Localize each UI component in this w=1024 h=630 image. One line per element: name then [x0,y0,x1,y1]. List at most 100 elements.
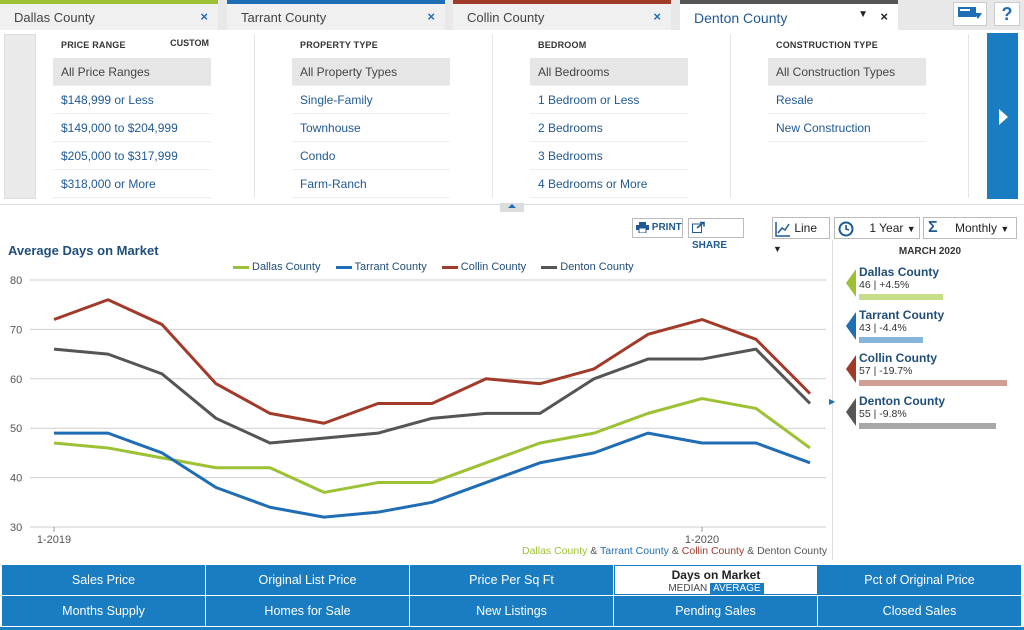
metric-price-per-sq-ft[interactable]: Price Per Sq Ft [410,565,614,595]
filter-option[interactable]: Townhouse [292,114,450,142]
filter-option[interactable]: All Bedrooms [530,58,688,86]
chevron-down-icon[interactable]: ▼ [858,9,868,20]
filter-panel: PRICE RANGE CUSTOM All Price Ranges $148… [0,30,1024,205]
triangle-left-icon [846,269,856,297]
legend-label: Tarrant County [354,261,427,273]
filter-scroll-right-button[interactable] [987,33,1018,199]
legend-label: Collin County [460,261,527,273]
panel-divider [832,240,833,560]
legend-item[interactable]: Denton County [541,261,634,273]
snapshot-dallas[interactable]: Dallas County 46 | +4.5% [846,265,1020,307]
filter-option[interactable]: Condo [292,142,450,170]
legend-item[interactable]: Collin County [441,261,527,273]
close-icon[interactable]: × [427,9,435,24]
snapshot-bar [859,337,923,343]
snapshot-collin[interactable]: Collin County 57 | -19.7% [846,351,1020,393]
print-label: PRINT [651,222,682,233]
tab-label: Denton County [694,10,788,26]
period-select[interactable]: 1 Year ▼ [834,217,920,239]
tab-denton-county[interactable]: Denton County ▼ × [680,0,898,30]
filter-option[interactable]: 4 Bedrooms or More [530,170,688,198]
stat-toggle: MEDIAN AVERAGE [615,582,817,596]
clock-icon [838,221,854,237]
custom-price-link[interactable]: CUSTOM [170,38,209,48]
metric-original-list-price[interactable]: Original List Price [206,565,410,595]
filter-option[interactable]: 1 Bedroom or Less [530,86,688,114]
close-icon[interactable]: × [653,9,661,24]
filter-option[interactable]: $318,000 or More [53,170,211,198]
x-tick-label: 1-2020 [685,534,719,546]
metric-days-on-market[interactable]: Days on Market MEDIAN AVERAGE [614,565,818,595]
help-icon: ? [1001,4,1013,24]
tab-tarrant-county[interactable]: Tarrant County × [227,0,445,30]
filter-header: PRICE RANGE [61,40,126,50]
snapshot-date: MARCH 2020 [898,246,962,257]
tab-collin-county[interactable]: Collin County × [453,0,671,30]
y-tick-label: 40 [10,473,22,485]
snapshot-denton[interactable]: Denton County 55 | -9.8% [846,394,1020,436]
filter-option[interactable]: New Construction [768,114,926,142]
share-icon [692,222,705,234]
source-dallas: Dallas County [522,545,588,557]
metric-new-listings[interactable]: New Listings [410,596,614,626]
series-line-denton-county[interactable] [53,347,812,445]
metric-homes-for-sale[interactable]: Homes for Sale [206,596,410,626]
chart-source-line: Dallas County & Tarrant County & Collin … [522,545,827,557]
filter-option[interactable]: $148,999 or Less [53,86,211,114]
metric-closed-sales[interactable]: Closed Sales [818,596,1022,626]
y-tick-label: 60 [10,374,22,386]
tab-dallas-county[interactable]: Dallas County × [0,0,218,30]
property-type-filter: PROPERTY TYPE All Property Types Single-… [292,38,450,198]
caret-down-icon: ▼ [1000,224,1010,234]
legend-item[interactable]: Tarrant County [335,261,427,273]
filter-option[interactable]: Resale [768,86,926,114]
close-icon[interactable]: × [200,9,208,24]
interval-select[interactable]: Σ Monthly ▼ [923,217,1017,239]
filter-option[interactable]: $149,000 to $204,999 [53,114,211,142]
y-tick-label: 80 [10,275,22,287]
snapshot-stats: 43 | -4.4% [859,322,907,334]
filter-option[interactable]: Single-Family [292,86,450,114]
legend-item[interactable]: Dallas County [233,261,320,273]
chart-type-select[interactable]: Line ▼ [772,217,830,254]
legend-label: Denton County [560,261,634,273]
chevron-up-icon [508,204,516,208]
average-toggle[interactable]: AVERAGE [710,583,764,594]
metric-pct-of-original-price[interactable]: Pct of Original Price [818,565,1022,595]
metric-months-supply[interactable]: Months Supply [2,596,206,626]
help-button[interactable]: ? [994,2,1020,26]
filter-option[interactable]: All Price Ranges [53,58,211,86]
filter-option[interactable]: 2 Bedrooms [530,114,688,142]
add-county-button[interactable] [953,2,987,26]
metric-pending-sales[interactable]: Pending Sales [614,596,818,626]
tab-label: Dallas County [14,10,95,25]
metric-label: Days on Market [671,568,761,582]
snapshot-stats: 57 | -19.7% [859,365,913,377]
chart-legend: Dallas County Tarrant County Collin Coun… [233,261,646,273]
series-line-collin-county[interactable] [53,298,812,425]
snapshot-tarrant[interactable]: Tarrant County 43 | -4.4% [846,308,1020,350]
snapshot-name: Denton County [859,394,945,408]
snapshot-stats: 46 | +4.5% [859,279,910,291]
median-toggle[interactable]: MEDIAN [668,583,708,594]
divider [968,34,969,198]
filter-option[interactable]: 3 Bedrooms [530,142,688,170]
source-denton: Denton County [757,545,828,557]
caret-right-icon[interactable]: ▶ [829,397,836,406]
filter-option[interactable]: All Property Types [292,58,450,86]
triangle-left-icon [846,312,856,340]
metric-sales-price[interactable]: Sales Price [2,565,206,595]
tab-label: Collin County [467,10,545,25]
series-line-tarrant-county[interactable] [54,431,811,519]
filter-option[interactable]: $205,000 to $317,999 [53,142,211,170]
close-icon[interactable]: × [880,9,888,24]
print-button[interactable]: PRINT [632,218,683,238]
filter-option[interactable]: All Construction Types [768,58,926,86]
price-range-filter: PRICE RANGE CUSTOM All Price Ranges $148… [53,38,211,198]
share-button[interactable]: SHARE [688,218,744,251]
filter-option[interactable]: Farm-Ranch [292,170,450,198]
series-line-dallas-county[interactable] [53,397,811,494]
source-sep: & [671,545,679,557]
collapse-filters-button[interactable] [500,203,524,212]
filter-scroll-left[interactable] [4,34,36,199]
